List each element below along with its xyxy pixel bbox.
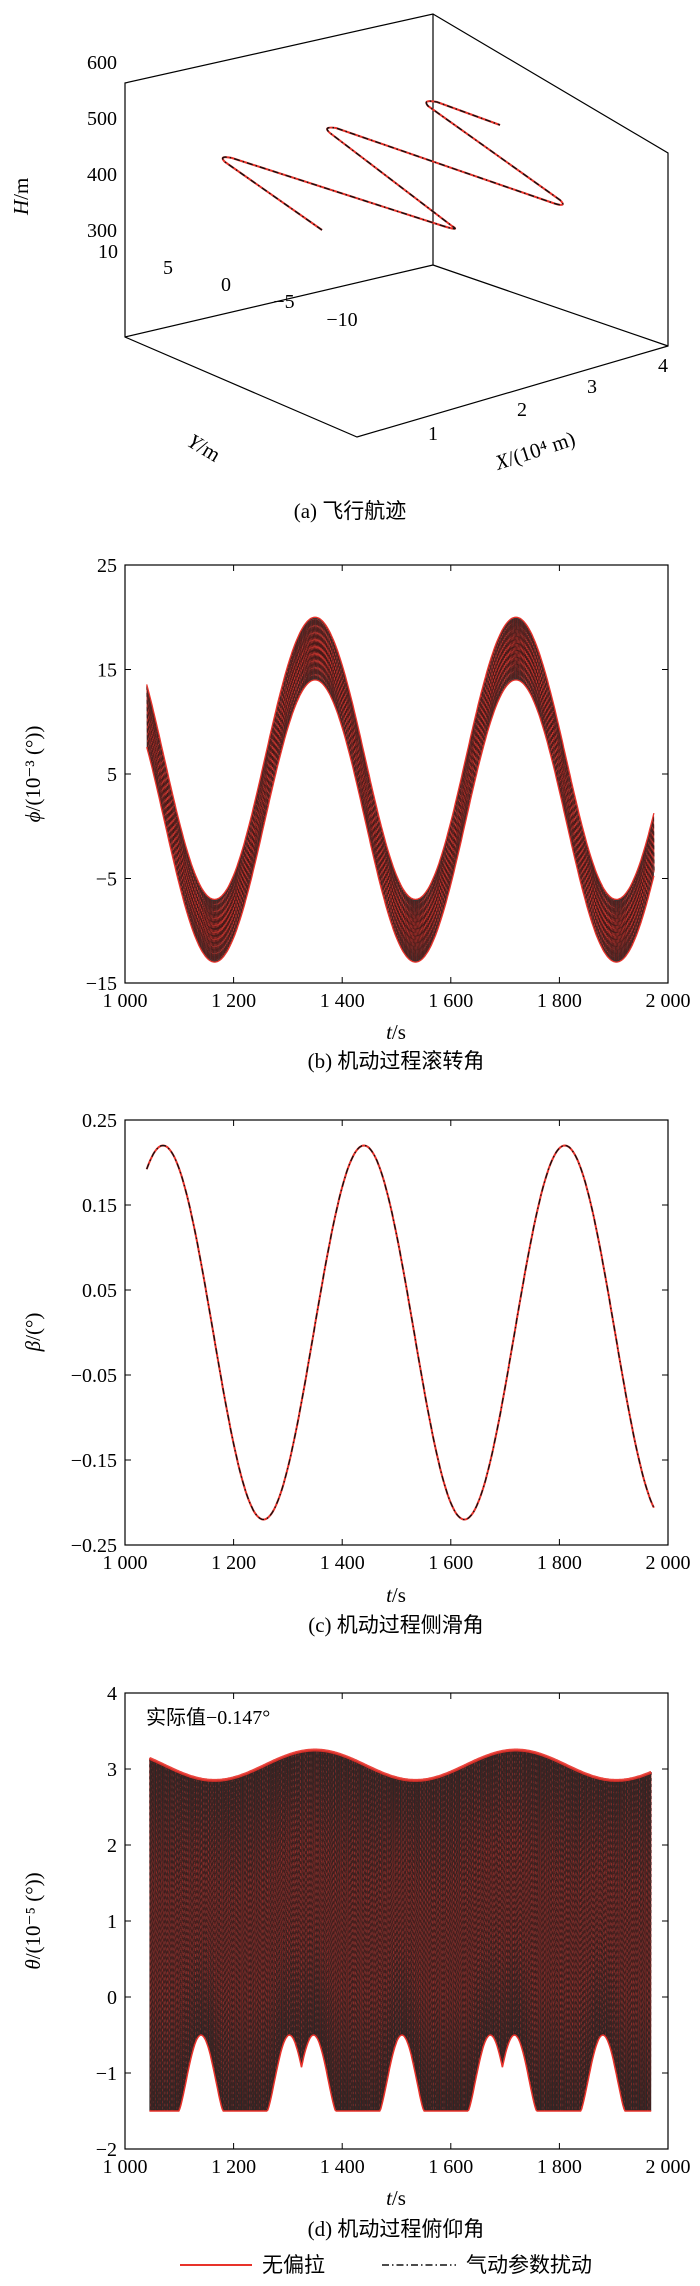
y-tick-label: 0.15	[82, 1195, 117, 1217]
box-edges	[124, 13, 669, 438]
y-tick-label: 5	[107, 764, 117, 786]
y-tick-label: −0.05	[71, 1365, 117, 1387]
chart-d: 1 000 1 200 1 400 1 600 1 800 2 00043210−1−2 …	[21, 1683, 691, 2241]
z-tick-label: 500	[87, 108, 117, 130]
x-tick-label: 1 800	[537, 2156, 582, 2178]
z-axis-label: H/m	[9, 178, 33, 216]
y-tick-label: 0.25	[82, 1110, 117, 1132]
x-tick-label: 2 000	[646, 2156, 691, 2178]
y-tick-label: 0	[107, 1987, 117, 2009]
z-tick-label: 400	[87, 164, 117, 186]
y-tick-label: −0.15	[71, 1450, 117, 1472]
x-tick-label: 1 400	[320, 2156, 365, 2178]
trajectory-perturbed	[222, 100, 564, 231]
x-axis-label: t/s	[386, 1583, 406, 1607]
x-tick-label: 3	[587, 376, 597, 398]
chart-c: 1 000 1 200 1 400 1 600 1 800 2 000 0.25 0.15 0.…	[21, 1110, 691, 1637]
y-tick-label: 10	[98, 241, 118, 263]
y-tick-label: 1	[107, 1911, 117, 1933]
caption-a: (a) 飞行航迹	[294, 499, 407, 523]
x-tick-label: 1 200	[211, 1552, 256, 1574]
x-tick-label: 1 600	[428, 990, 473, 1012]
x-tick-label: 1 200	[211, 2156, 256, 2178]
x-tick-label: 1	[428, 423, 438, 445]
legend-label-perturbed: 气动参数扰动	[466, 2253, 592, 2277]
series-perturbed	[146, 618, 655, 961]
y-axis-label: β/(°)	[21, 1313, 45, 1353]
x-tick-label: 1 200	[211, 990, 256, 1012]
chart-b: 1 000 1 200 1 400 1 600 1 800 2 000 25 15 5 −5 −15…	[21, 555, 691, 1073]
y-tick-label: 5	[163, 257, 173, 279]
x-tick-label: 1 800	[537, 1552, 582, 1574]
x-tick-label: 1 400	[320, 1552, 365, 1574]
legend-label-no-bias: 无偏拉	[262, 2253, 325, 2277]
caption-d: (d) 机动过程俯仰角	[308, 2217, 485, 2241]
y-tick-label: −0.25	[71, 1535, 117, 1557]
series-no-bias	[145, 1144, 655, 1521]
y-tick-label: 25	[97, 555, 117, 577]
plot-frame	[124, 1119, 669, 1546]
y-tick-label: −10	[326, 309, 357, 331]
x-tick-label: 2	[517, 399, 527, 421]
legend: 无偏拉 气动参数扰动	[180, 2253, 592, 2277]
x-tick-label: 2 000	[646, 990, 691, 1012]
envelope-bottom-no-bias	[146, 679, 655, 963]
y-tick-label: −2	[96, 2139, 117, 2161]
y-tick-label: −1	[96, 2063, 117, 2085]
y-tick-label: −5	[96, 869, 117, 891]
chart-a: 600 500 400 300 10 5 0 −5 −10 1 2 3 4 H/m Y/m X/(1…	[9, 13, 669, 523]
x-tick-label: 1 000	[103, 2156, 148, 2178]
x-tick-label: 1 000	[103, 990, 148, 1012]
box-back-edge-y	[432, 264, 669, 347]
x-axis-label: X/(10⁴ m)	[491, 426, 578, 475]
x-tick-label: 1 600	[428, 1552, 473, 1574]
envelope-top-no-bias	[146, 616, 655, 901]
x-tick-label: 1 000	[103, 1552, 148, 1574]
y-tick-label: −5	[273, 291, 294, 313]
envelope-top-no-bias	[148, 1748, 652, 1782]
x-tick-label: 1 800	[537, 990, 582, 1012]
y-axis-label: Y/m	[183, 429, 224, 467]
z-tick-label: 600	[87, 52, 117, 74]
x-tick-label: 2 000	[646, 1552, 691, 1574]
y-tick-label: 2	[107, 1835, 117, 1857]
caption-b: (b) 机动过程滚转角	[308, 1049, 485, 1073]
x-axis-label: t/s	[386, 1020, 406, 1044]
y-tick-label: 4	[107, 1683, 117, 1705]
box-back-edge-x	[124, 264, 434, 338]
x-tick-label: 1 600	[428, 2156, 473, 2178]
x-tick-label: 1 400	[320, 990, 365, 1012]
y-axis-label: θ/(10⁻⁵ (°))	[21, 1872, 45, 1969]
y-tick-label: 0.05	[82, 1280, 117, 1302]
x-axis-label: t/s	[386, 2186, 406, 2210]
annotation-actual-value: 实际值−0.147°	[146, 1706, 270, 1729]
series-perturbed	[146, 1144, 655, 1521]
envelope-bottom-no-bias	[149, 2034, 652, 2112]
x-tick-label: 4	[658, 355, 668, 377]
y-tick-label: −15	[86, 973, 117, 995]
y-tick-label: 3	[107, 1759, 117, 1781]
y-tick-label: 0	[221, 274, 231, 296]
y-axis-label: ϕ/(10⁻³ (°))	[21, 726, 45, 823]
z-tick-label: 300	[87, 220, 117, 242]
caption-c: (c) 机动过程侧滑角	[308, 1613, 484, 1637]
y-tick-label: 15	[97, 660, 117, 682]
